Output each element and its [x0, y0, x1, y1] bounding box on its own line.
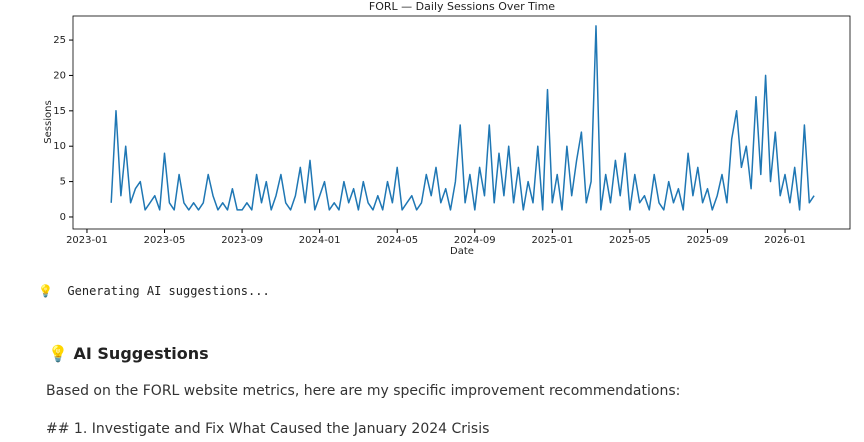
y-axis-label: Sessions: [43, 100, 54, 143]
y-tick-label: 15: [53, 106, 66, 117]
x-tick-label: 2026-01: [764, 235, 806, 246]
chart-title: FORL — Daily Sessions Over Time: [369, 0, 555, 13]
y-tick-label: 20: [53, 70, 66, 81]
x-tick-label: 2023-09: [221, 235, 263, 246]
x-tick-label: 2024-05: [376, 235, 418, 246]
log-text: Generating AI suggestions...: [67, 284, 270, 298]
icon: 💡: [48, 344, 68, 363]
y-tick-label: 10: [53, 141, 66, 152]
chart: FORL — Daily Sessions Over Time Date Ses…: [43, 0, 851, 257]
heading-text: AI Suggestions: [73, 344, 209, 363]
paragraph: ## 1. Investigate and Fix What Caused th…: [46, 421, 490, 437]
x-tick-label: 2023-01: [66, 235, 108, 246]
x-tick-label: 2024-01: [299, 235, 341, 246]
section-heading: 💡 AI Suggestions: [48, 344, 209, 363]
x-tick-label: 2025-01: [531, 235, 573, 246]
x-tick-label: 2025-09: [687, 235, 729, 246]
plot-frame: [72, 15, 851, 230]
icon: 💡: [38, 284, 53, 298]
x-tick-label: 2023-05: [144, 235, 186, 246]
x-tick-label: 2025-05: [609, 235, 651, 246]
log-line: 💡 Generating AI suggestions...: [38, 284, 270, 298]
x-tick-label: 2024-09: [454, 235, 496, 246]
x-axis-label: Date: [450, 246, 474, 257]
data-line: [110, 25, 815, 211]
paragraph: Based on the FORL website metrics, here …: [46, 383, 681, 399]
y-tick-label: 25: [53, 35, 66, 46]
y-tick-label: 0: [60, 212, 66, 223]
y-tick-label: 5: [60, 177, 66, 188]
